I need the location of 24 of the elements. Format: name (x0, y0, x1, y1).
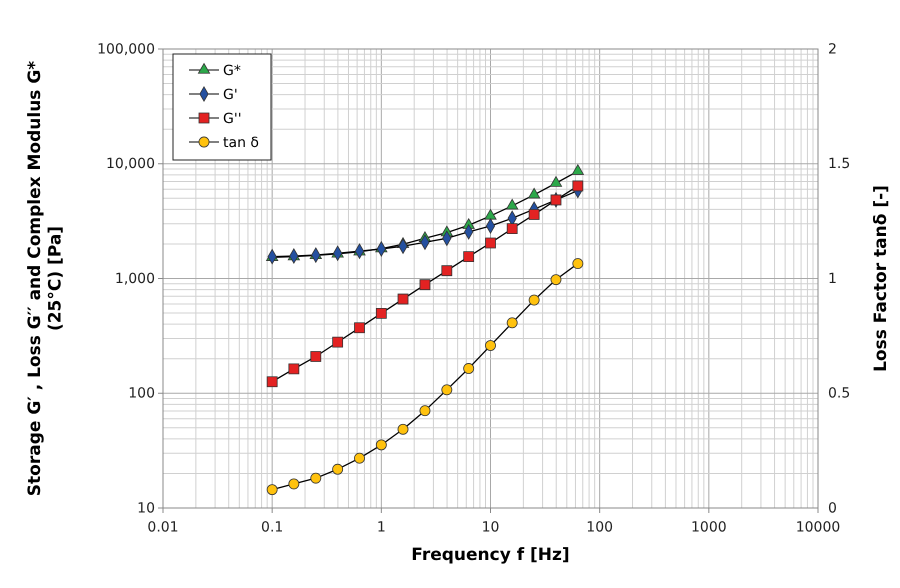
x-tick-label: 10 (482, 519, 500, 536)
y2-tick-label: 0 (828, 500, 837, 516)
y2-tick-label: 0.5 (828, 386, 850, 402)
legend-label: G' (223, 87, 238, 103)
y-axis-title: Storage G′ , Loss G′′ and Complex Modulus G* (25°C) [Pa] (25, 60, 66, 496)
y-tick-label: 100,000 (97, 41, 155, 58)
legend-label: G'' (223, 111, 242, 127)
y-tick-label: 100 (128, 386, 155, 402)
x-tick-label: 0.1 (261, 519, 284, 536)
x-tick-label: 0.01 (147, 519, 179, 536)
x-tick-label: 1 (376, 519, 386, 536)
y2-tick-label: 1 (828, 270, 837, 287)
y2-tick-label: 1.5 (828, 156, 850, 172)
x-axis-title: Frequency f [Hz] (411, 545, 570, 565)
x-tick-label: 1000 (691, 519, 727, 536)
x-tick-label: 100 (586, 519, 614, 536)
y2-axis-title: Loss Factor tanδ [-] (871, 185, 891, 372)
y-tick-label: 10 (137, 500, 155, 516)
legend-label: tan δ (223, 135, 259, 151)
x-tick-label: 10000 (796, 519, 840, 536)
y-tick-label: 1,000 (114, 270, 155, 287)
y-tick-label: 10,000 (106, 156, 155, 172)
legend-label: G* (223, 63, 241, 79)
y2-tick-label: 2 (828, 41, 837, 58)
